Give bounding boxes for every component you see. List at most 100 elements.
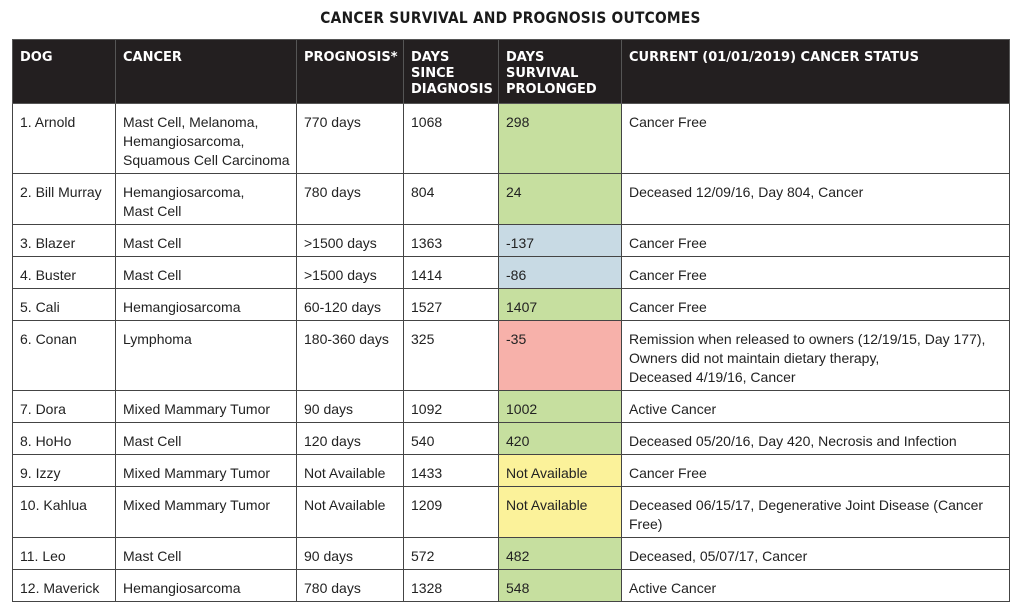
cancer-cell: Lymphoma [115, 320, 297, 391]
header-cancer: CANCER [115, 39, 297, 104]
days-since-cell: 1433 [403, 454, 499, 487]
header-days-survival-line2: PROLONGED [506, 82, 597, 97]
table-row: 10. Kahlua Mixed Mammary Tumor Not Availab… [12, 486, 1010, 538]
status-cell: Cancer Free [621, 256, 1010, 289]
table-body: 1. Arnold Mast Cell, Melanoma, Hemangiosar… [12, 103, 1010, 602]
days-since-cell: 1092 [403, 390, 499, 423]
table-row: 8. HoHo Mast Cell 120 days 540 420 Deceased 0… [12, 422, 1010, 455]
prolonged-cell: 298 [498, 103, 622, 174]
status-cell-line: Deceased 06/15/17, Degenerative Joint Di… [629, 497, 984, 532]
dog-cell: 6. Conan [12, 320, 116, 391]
days-since-cell: 1209 [403, 486, 499, 538]
days-since-cell: 540 [403, 422, 499, 455]
header-days-survival-prolonged: DAYS SURVIVAL PROLONGED [498, 39, 622, 104]
status-cell: Cancer Free [621, 288, 1010, 321]
header-days-since-diagnosis: DAYS SINCE DIAGNOSIS [403, 39, 499, 104]
status-cell-line: Deceased 4/19/16, Cancer [629, 369, 796, 385]
dog-cell: 11. Leo [12, 537, 116, 570]
header-days-since-line2: DIAGNOSIS [411, 82, 493, 97]
prolonged-cell: -137 [498, 224, 622, 257]
table-row: 4. Buster Mast Cell >1500 days 1414 -86 Cance… [12, 256, 1010, 289]
prolonged-cell: Not Available [498, 454, 622, 487]
cancer-cell: Mast Cell, Melanoma, Hemangiosarcoma, Squa… [115, 103, 297, 174]
table-row: 12. Maverick Hemangiosarcoma 780 days 1328 5… [12, 569, 1010, 602]
dog-cell: 3. Blazer [12, 224, 116, 257]
status-cell: Active Cancer [621, 569, 1010, 602]
days-since-cell: 804 [403, 173, 499, 225]
prognosis-cell: 90 days [296, 537, 404, 570]
cancer-cell-line: Mixed Mammary Tumor [123, 497, 271, 513]
cancer-cell-line: Mixed Mammary Tumor [123, 465, 271, 481]
status-cell: Active Cancer [621, 390, 1010, 423]
prognosis-cell: Not Available [296, 486, 404, 538]
status-cell: Remission when released to owners (12/19… [621, 320, 1010, 391]
days-since-cell: 1414 [403, 256, 499, 289]
cancer-cell: Hemangiosarcoma [115, 288, 297, 321]
cancer-cell: Mast Cell [115, 256, 297, 289]
cancer-cell-line: Hemangiosarcoma [123, 580, 241, 596]
prognosis-cell: 180-360 days [296, 320, 404, 391]
prognosis-cell: 770 days [296, 103, 404, 174]
days-since-cell: 572 [403, 537, 499, 570]
cancer-cell-line: Mast Cell [123, 203, 182, 219]
dog-cell: 8. HoHo [12, 422, 116, 455]
status-cell: Cancer Free [621, 454, 1010, 487]
days-since-cell: 1527 [403, 288, 499, 321]
status-cell: Deceased 12/09/16, Day 804, Cancer [621, 173, 1010, 225]
prolonged-cell: -35 [498, 320, 622, 391]
table-row: 2. Bill Murray Hemangiosarcoma, Mast Cell 7… [12, 173, 1010, 225]
prognosis-cell: Not Available [296, 454, 404, 487]
cancer-cell-line: Mast Cell, Melanoma, [123, 114, 259, 130]
cancer-cell-line: Lymphoma [123, 331, 192, 347]
header-dog: DOG [12, 39, 116, 104]
status-cell-line: Remission when released to owners (12/19… [629, 331, 986, 347]
cancer-cell: Hemangiosarcoma [115, 569, 297, 602]
dog-cell: 1. Arnold [12, 103, 116, 174]
header-current-status: CURRENT (01/01/2019) CANCER STATUS [621, 39, 1010, 104]
status-cell-line: Cancer Free [629, 465, 707, 481]
status-cell-line: Deceased 12/09/16, Day 804, Cancer [629, 184, 864, 200]
days-since-cell: 325 [403, 320, 499, 391]
status-cell-line: Cancer Free [629, 114, 707, 130]
dog-cell: 5. Cali [12, 288, 116, 321]
prolonged-cell: 1407 [498, 288, 622, 321]
status-cell-line: Deceased, 05/07/17, Cancer [629, 548, 808, 564]
status-cell: Deceased 06/15/17, Degenerative Joint Di… [621, 486, 1010, 538]
dog-cell: 2. Bill Murray [12, 173, 116, 225]
cancer-cell-line: Squamous Cell Carcinoma [123, 152, 290, 168]
prognosis-cell: 780 days [296, 569, 404, 602]
status-cell-line: Owners did not maintain dietary therapy, [629, 350, 880, 366]
cancer-cell-line: Hemangiosarcoma [123, 299, 241, 315]
table-row: 7. Dora Mixed Mammary Tumor 90 days 1092 100… [12, 390, 1010, 423]
cancer-cell: Mast Cell [115, 537, 297, 570]
table-row: 1. Arnold Mast Cell, Melanoma, Hemangiosar… [12, 103, 1010, 174]
status-cell: Cancer Free [621, 224, 1010, 257]
prolonged-cell: Not Available [498, 486, 622, 538]
header-days-since-line1: DAYS SINCE [411, 50, 455, 81]
prolonged-cell: 420 [498, 422, 622, 455]
dog-cell: 10. Kahlua [12, 486, 116, 538]
table-row: 6. Conan Lymphoma 180-360 days 325 -35 Remiss… [12, 320, 1010, 391]
status-cell-line: Deceased 05/20/16, Day 420, Necrosis and… [629, 433, 957, 449]
prognosis-cell: >1500 days [296, 224, 404, 257]
cancer-cell: Mixed Mammary Tumor [115, 390, 297, 423]
cancer-cell: Hemangiosarcoma, Mast Cell [115, 173, 297, 225]
cancer-cell-line: Mast Cell [123, 235, 182, 251]
cancer-cell: Mast Cell [115, 422, 297, 455]
days-since-cell: 1363 [403, 224, 499, 257]
table-row: 11. Leo Mast Cell 90 days 572 482 Deceased, 0… [12, 537, 1010, 570]
prolonged-cell: 482 [498, 537, 622, 570]
header-row: DOG CANCER PROGNOSIS* DAYS SINCE DIAGNOS… [12, 39, 1010, 104]
prognosis-cell: 120 days [296, 422, 404, 455]
days-since-cell: 1068 [403, 103, 499, 174]
prognosis-cell: 780 days [296, 173, 404, 225]
prolonged-cell: -86 [498, 256, 622, 289]
header-days-survival-line1: DAYS SURVIVAL [506, 50, 579, 81]
status-cell: Deceased 05/20/16, Day 420, Necrosis and… [621, 422, 1010, 455]
status-cell-line: Cancer Free [629, 299, 707, 315]
header-prognosis: PROGNOSIS* [296, 39, 404, 104]
page-title: CANCER SURVIVAL AND PROGNOSIS OUTCOMES [320, 8, 701, 27]
days-since-cell: 1328 [403, 569, 499, 602]
status-cell-line: Active Cancer [629, 580, 717, 596]
table-row: 9. Izzy Mixed Mammary Tumor Not Available 1… [12, 454, 1010, 487]
